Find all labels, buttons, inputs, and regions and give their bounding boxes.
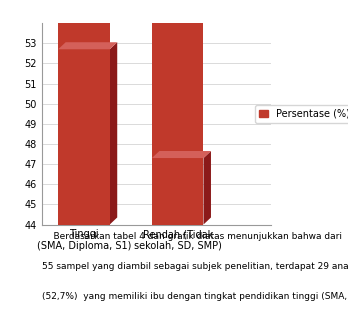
Polygon shape (58, 42, 117, 49)
Polygon shape (204, 151, 211, 224)
Bar (58, 0, 110, 224)
Text: (52,7%)  yang memiliki ibu dengan tingkat pendidikan tinggi (SMA,: (52,7%) yang memiliki ibu dengan tingkat… (42, 292, 347, 301)
Bar (152, 0, 204, 224)
Polygon shape (110, 42, 117, 224)
Legend: Persentase (%): Persentase (%) (255, 105, 348, 123)
Text: 55 sampel yang diambil sebagai subjek penelitian, terdapat 29 anak: 55 sampel yang diambil sebagai subjek pe… (42, 262, 348, 271)
Text: Berdasarkan tabel 4 dan grafik diatas menunjukkan bahwa dari: Berdasarkan tabel 4 dan grafik diatas me… (42, 232, 342, 241)
Polygon shape (152, 151, 211, 158)
